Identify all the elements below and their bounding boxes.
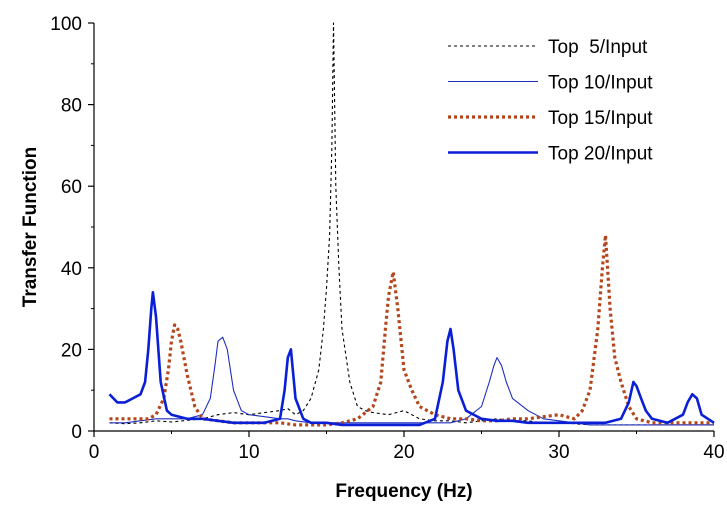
y-tick-label: 60	[61, 177, 82, 198]
series-layer	[108, 22, 715, 427]
x-tick-label: 20	[393, 442, 414, 463]
legend-label-4: Top 20/Input	[548, 144, 653, 165]
series-line-4	[108, 291, 715, 427]
x-tick-label: 30	[548, 442, 569, 463]
series-line-3	[109, 233, 714, 427]
series-line-2	[109, 336, 714, 426]
y-tick-label: 0	[71, 422, 82, 443]
plot-area: 0 20 40 60 80 100 0 10 20 30 40	[50, 14, 724, 463]
legend: Top 5/Input Top 10/Input Top 15/Input Top 2…	[448, 37, 653, 165]
y-tick-label: 20	[61, 340, 82, 361]
legend-label-3: Top 15/Input	[548, 108, 653, 129]
tick-layer: 0 20 40 60 80 100 0 10 20 30 40	[50, 14, 724, 463]
y-tick-label: 40	[61, 259, 82, 280]
legend-label-1: Top 5/Input	[548, 37, 648, 58]
x-axis-title: Frequency (Hz)	[335, 481, 472, 502]
y-tick-label: 100	[50, 14, 82, 35]
x-tick-label: 40	[703, 442, 724, 463]
y-axis-title: Transfer Function	[20, 147, 41, 307]
series-line-1	[109, 22, 714, 426]
y-tick-label: 80	[61, 96, 82, 117]
legend-label-2: Top 10/Input	[548, 73, 653, 94]
x-tick-label: 10	[238, 442, 259, 463]
x-tick-label: 0	[89, 442, 100, 463]
